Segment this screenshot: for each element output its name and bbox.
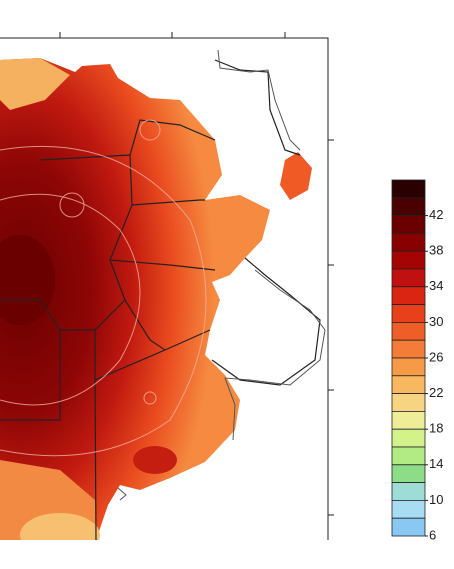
colorbar: 42 38 34 30 26 22 18 14 10 6	[380, 179, 454, 564]
white-mask	[380, 541, 454, 564]
map-area	[0, 49, 326, 540]
color-swatch	[391, 304, 426, 323]
color-swatch	[391, 197, 426, 217]
color-swatch	[391, 339, 426, 359]
tick-label: 42	[429, 207, 443, 222]
coastline	[117, 49, 326, 501]
coast-zone	[280, 152, 312, 200]
tick-label: 34	[429, 278, 443, 293]
frame	[0, 32, 334, 540]
tick-label: 30	[429, 314, 443, 329]
isolines	[0, 119, 207, 457]
color-swatch	[391, 499, 426, 519]
tick-label: 18	[429, 421, 443, 436]
north-cool	[0, 58, 70, 110]
tick-label: 10	[429, 492, 443, 507]
color-swatch	[391, 357, 426, 377]
color-swatch	[391, 517, 426, 537]
land-heat	[0, 58, 270, 540]
color-swatch	[391, 215, 426, 234]
tick-label: 14	[429, 456, 443, 471]
color-swatch	[391, 268, 426, 288]
color-swatch	[391, 321, 426, 341]
hot-spot	[133, 446, 177, 474]
color-swatch	[391, 393, 426, 412]
color-swatch	[391, 428, 426, 448]
cool-spot	[20, 513, 100, 540]
color-swatch	[391, 250, 426, 270]
color-swatch	[391, 286, 426, 305]
tick-label: 38	[429, 243, 443, 258]
color-swatch	[391, 464, 426, 483]
color-swatch	[391, 446, 426, 466]
tick-label: 22	[429, 385, 443, 400]
borders	[0, 59, 321, 540]
tick-label: 26	[429, 349, 443, 364]
tick-label: 6	[429, 527, 436, 542]
color-swatch	[391, 482, 426, 501]
color-swatch	[391, 179, 426, 199]
color-swatch	[391, 232, 426, 252]
color-swatch	[391, 375, 426, 394]
color-swatch	[391, 410, 426, 430]
